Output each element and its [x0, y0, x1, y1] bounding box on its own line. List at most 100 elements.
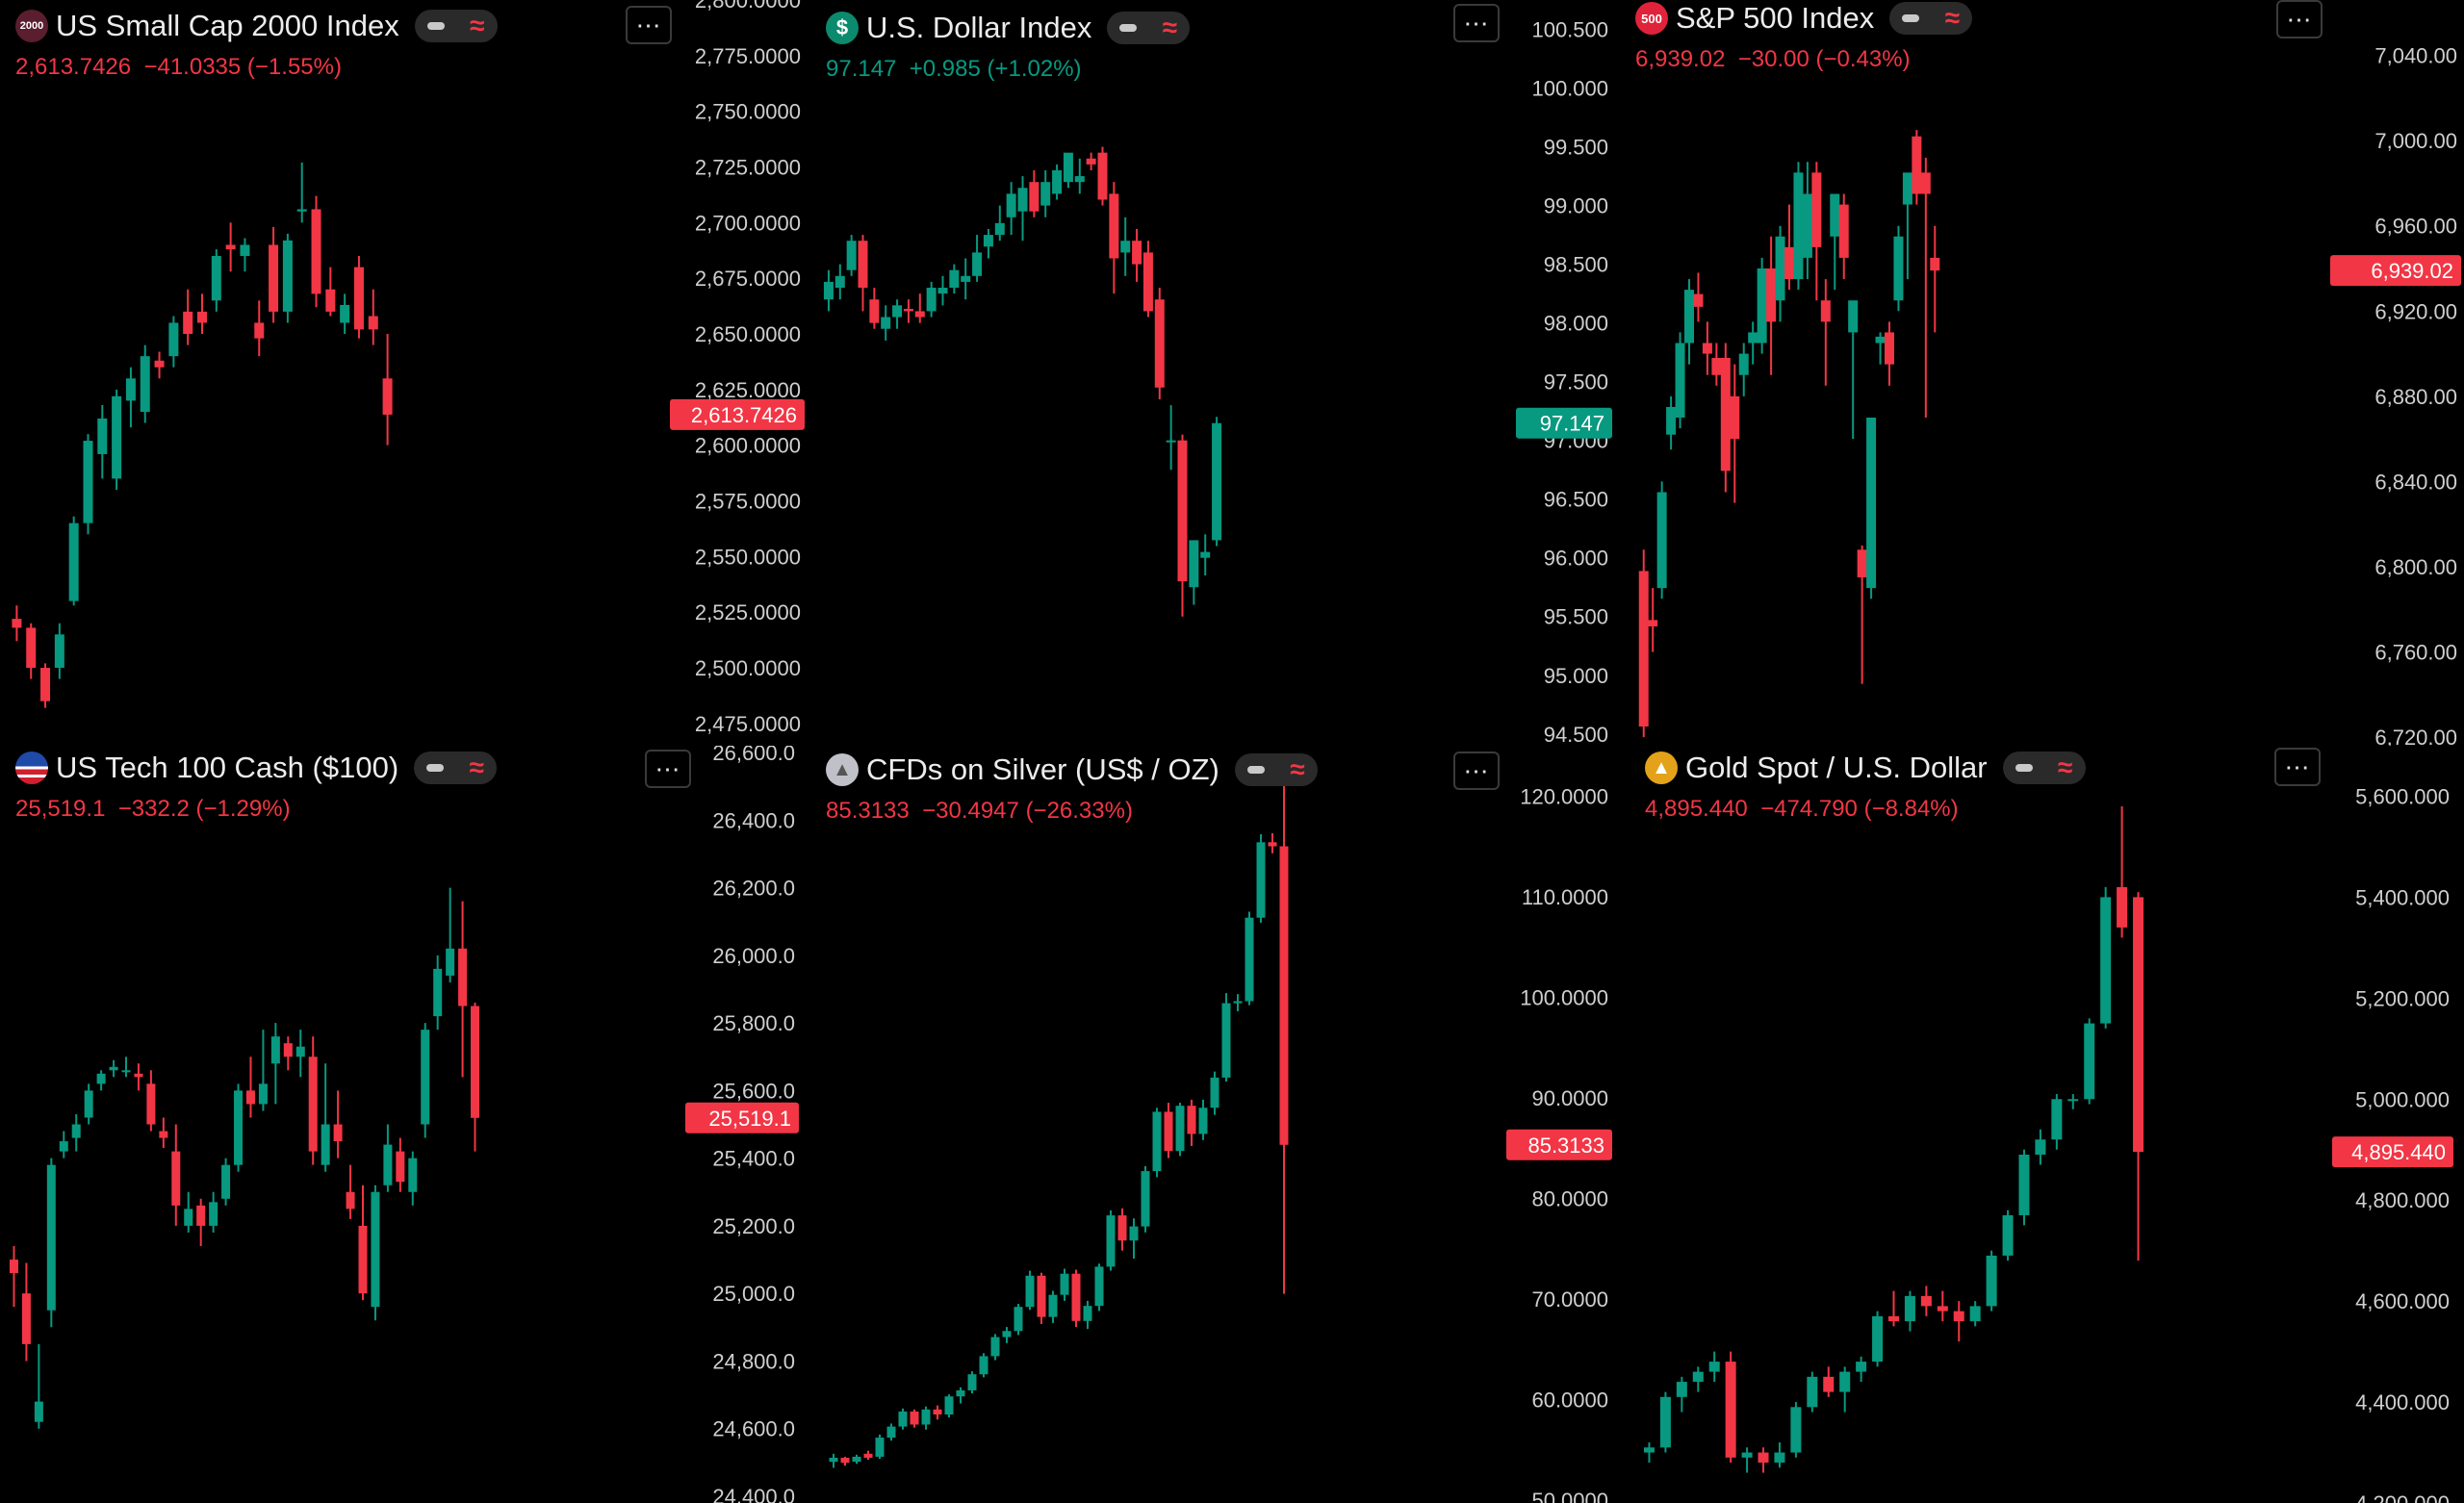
candle[interactable]: [183, 289, 193, 345]
candle[interactable]: [1675, 332, 1685, 429]
candle[interactable]: [1002, 1327, 1012, 1343]
candle[interactable]: [961, 258, 971, 300]
candle[interactable]: [892, 299, 903, 329]
candle[interactable]: [21, 1262, 31, 1362]
symbol-title[interactable]: CFDs on Silver (US$ / OZ): [866, 752, 1219, 786]
candle[interactable]: [1052, 164, 1063, 200]
candlestick-chart-dxy[interactable]: 100.500 100.000 99.500 99.000 98.500 98.000 97…: [818, 0, 1631, 746]
more-options-button[interactable]: ⋯: [645, 750, 691, 788]
candle[interactable]: [1902, 172, 1912, 280]
candle[interactable]: [1888, 1290, 1899, 1327]
candle[interactable]: [1684, 279, 1694, 365]
candle[interactable]: [71, 1113, 81, 1152]
candle[interactable]: [1142, 241, 1153, 318]
candle[interactable]: [1154, 288, 1165, 399]
candle[interactable]: [926, 281, 937, 318]
candle[interactable]: [1790, 1402, 1802, 1458]
candle[interactable]: [1060, 1268, 1069, 1301]
candle[interactable]: [68, 516, 79, 606]
candle[interactable]: [340, 293, 350, 335]
minimize-icon[interactable]: [1119, 24, 1138, 32]
chart-type-toggle[interactable]: ≈: [1107, 12, 1191, 44]
chart-panel-silver[interactable]: 120.0000 110.0000 100.0000 90.0000 80.0000 70…: [818, 746, 1631, 1503]
candle[interactable]: [1738, 343, 1749, 396]
candle[interactable]: [2067, 1094, 2079, 1109]
candle[interactable]: [1741, 1447, 1753, 1473]
chart-panel-dxy[interactable]: 100.500 100.000 99.500 99.000 98.500 98.000 97…: [818, 0, 1631, 746]
candle[interactable]: [408, 1151, 418, 1206]
candle[interactable]: [1638, 549, 1649, 738]
candle[interactable]: [283, 1036, 293, 1071]
candle[interactable]: [382, 334, 393, 446]
price-axis[interactable]: 26,600.0 26,400.0 26,200.0 26,000.0 25,800.0…: [712, 746, 795, 1503]
candle[interactable]: [2100, 886, 2112, 1029]
candle[interactable]: [146, 1070, 156, 1132]
candle[interactable]: [121, 1057, 131, 1078]
candle[interactable]: [421, 1023, 430, 1138]
candle[interactable]: [2018, 1149, 2030, 1226]
candle[interactable]: [1200, 534, 1211, 576]
candle[interactable]: [869, 288, 880, 329]
candle[interactable]: [97, 405, 108, 479]
candle[interactable]: [1676, 1376, 1687, 1413]
candle[interactable]: [990, 1334, 1000, 1361]
candle[interactable]: [83, 434, 93, 535]
candle[interactable]: [1120, 217, 1131, 276]
candle[interactable]: [2035, 1129, 2046, 1165]
candle[interactable]: [1279, 780, 1289, 1294]
chart-type-toggle[interactable]: ≈: [1234, 753, 1318, 786]
candle[interactable]: [134, 1063, 143, 1091]
candle[interactable]: [221, 1158, 231, 1206]
candle[interactable]: [1132, 228, 1142, 282]
candle[interactable]: [46, 1158, 56, 1328]
candle[interactable]: [1784, 204, 1794, 291]
candle[interactable]: [863, 1450, 873, 1461]
candle[interactable]: [1811, 162, 1822, 301]
price-axis[interactable]: 120.0000 110.0000 100.0000 90.0000 80.0000 70…: [1520, 784, 1608, 1503]
candle[interactable]: [96, 1070, 106, 1091]
candle[interactable]: [2051, 1094, 2063, 1150]
candle[interactable]: [1725, 1351, 1736, 1464]
candle[interactable]: [1221, 993, 1231, 1083]
candle[interactable]: [1643, 1442, 1655, 1464]
price-axis[interactable]: 5,600.000 5,400.000 5,200.000 5,000.000 4,80…: [2355, 784, 2450, 1503]
candle[interactable]: [983, 228, 993, 259]
candle[interactable]: [1063, 152, 1073, 189]
chart-panel-rut[interactable]: 2,800.0000 2,775.0000 2,750.0000 2,725.0000…: [0, 0, 818, 746]
candle[interactable]: [282, 233, 293, 323]
candle[interactable]: [26, 623, 37, 679]
price-axis[interactable]: 2,800.0000 2,775.0000 2,750.0000 2,725.0000…: [695, 0, 801, 736]
candle[interactable]: [1164, 1103, 1173, 1159]
candle[interactable]: [258, 1030, 268, 1111]
candle[interactable]: [109, 1059, 118, 1078]
candle[interactable]: [1097, 146, 1108, 206]
candle[interactable]: [1175, 1103, 1185, 1157]
candle[interactable]: [921, 1406, 931, 1430]
chart-type-toggle[interactable]: ≈: [414, 10, 498, 42]
candle[interactable]: [829, 1453, 838, 1468]
candle[interactable]: [2133, 892, 2144, 1261]
candle[interactable]: [321, 1063, 330, 1172]
candle[interactable]: [956, 1387, 965, 1404]
minimize-icon[interactable]: [2015, 764, 2033, 772]
candle[interactable]: [2117, 805, 2128, 938]
candlestick-chart-ndx[interactable]: 26,600.0 26,400.0 26,200.0 26,000.0 25,800.0…: [0, 746, 818, 1503]
wave-icon[interactable]: ≈: [470, 11, 485, 40]
candle[interactable]: [40, 663, 51, 708]
candle[interactable]: [1857, 545, 1867, 684]
candlestick-chart-silver[interactable]: 120.0000 110.0000 100.0000 90.0000 80.0000 70…: [818, 746, 1631, 1503]
candle[interactable]: [1692, 1366, 1704, 1392]
minimize-icon[interactable]: [426, 22, 445, 30]
candle[interactable]: [211, 249, 221, 312]
candle[interactable]: [972, 235, 983, 282]
candle[interactable]: [168, 316, 179, 368]
candle[interactable]: [1702, 321, 1712, 375]
candle[interactable]: [396, 1137, 405, 1192]
candle[interactable]: [846, 235, 857, 276]
candle[interactable]: [84, 1083, 93, 1125]
candle[interactable]: [1838, 193, 1849, 280]
candle[interactable]: [1014, 1304, 1023, 1336]
candle[interactable]: [1141, 1165, 1150, 1233]
chart-type-toggle[interactable]: ≈: [1889, 2, 1973, 35]
candle[interactable]: [1802, 162, 1812, 280]
